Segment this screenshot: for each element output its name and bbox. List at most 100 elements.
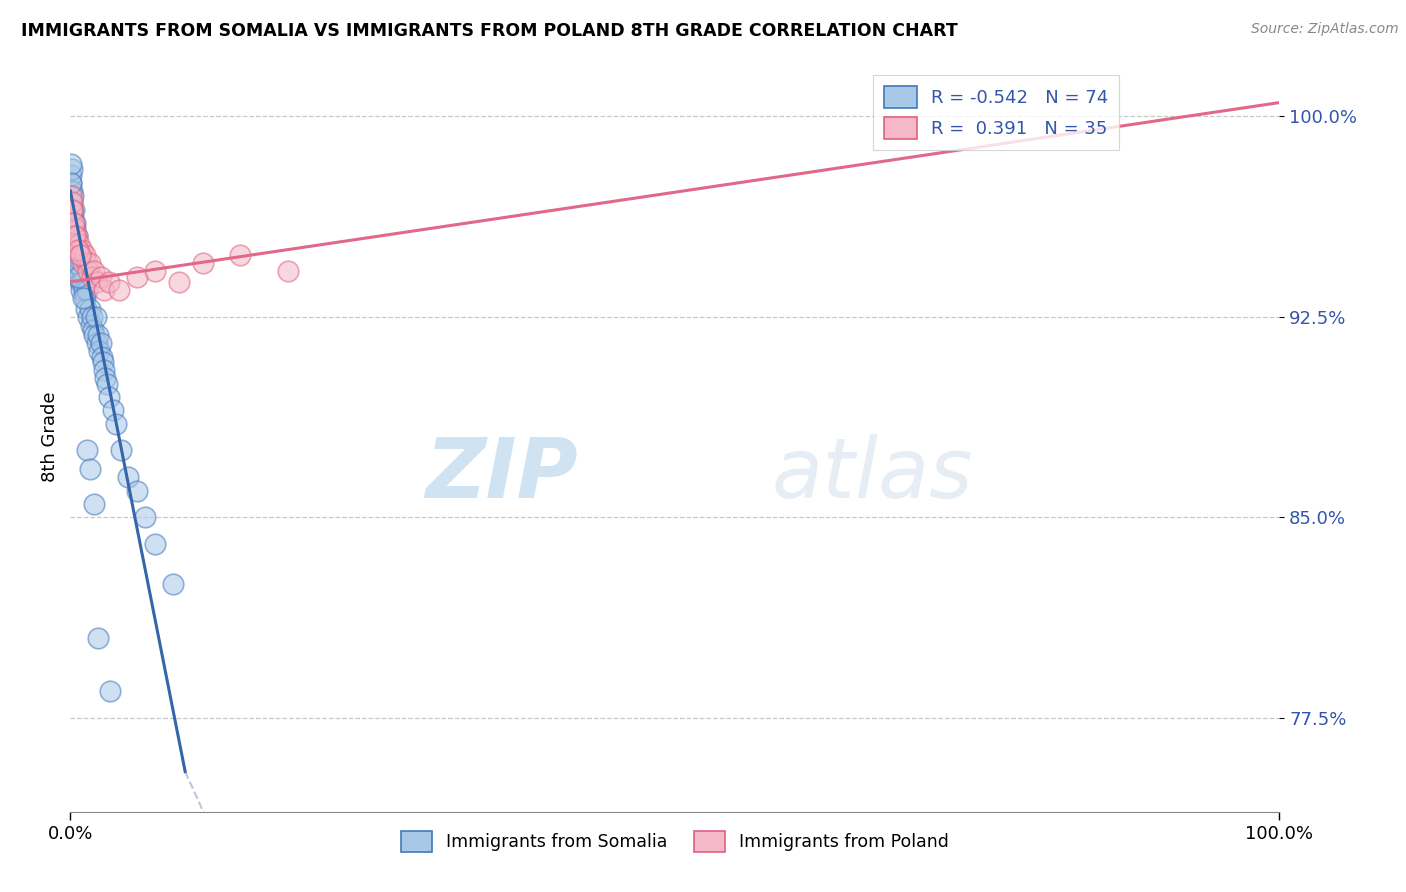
Point: [60, 216, 83, 230]
Point: [134, 510, 156, 524]
Point: [72, 283, 94, 297]
Point: [90, 269, 111, 284]
Point: [62, 189, 84, 203]
Point: [77, 310, 100, 324]
Point: [110, 443, 132, 458]
Point: [72, 291, 94, 305]
Point: [60, 157, 83, 171]
Point: [94, 371, 117, 385]
Point: [93, 283, 115, 297]
Text: IMMIGRANTS FROM SOMALIA VS IMMIGRANTS FROM POLAND 8TH GRADE CORRELATION CHART: IMMIGRANTS FROM SOMALIA VS IMMIGRANTS FR…: [21, 22, 957, 40]
Legend: Immigrants from Somalia, Immigrants from Poland: Immigrants from Somalia, Immigrants from…: [394, 824, 956, 859]
Point: [67, 264, 90, 278]
Point: [76, 256, 98, 270]
Point: [228, 248, 250, 262]
Point: [83, 328, 105, 343]
Point: [67, 248, 90, 262]
Point: [80, 310, 103, 324]
Point: [60, 189, 83, 203]
Point: [66, 264, 89, 278]
Point: [65, 248, 87, 262]
Point: [63, 229, 86, 244]
Point: [66, 248, 89, 262]
Point: [80, 318, 103, 332]
Point: [63, 216, 86, 230]
Point: [70, 283, 93, 297]
Point: [60, 184, 83, 198]
Point: [65, 256, 87, 270]
Point: [60, 176, 83, 190]
Point: [98, 684, 121, 698]
Point: [67, 269, 90, 284]
Point: [62, 221, 84, 235]
Point: [101, 403, 124, 417]
Point: [65, 229, 87, 244]
Point: [167, 275, 190, 289]
Point: [63, 221, 86, 235]
Text: atlas: atlas: [772, 434, 973, 515]
Point: [60, 168, 83, 182]
Point: [107, 283, 129, 297]
Point: [79, 462, 101, 476]
Text: Source: ZipAtlas.com: Source: ZipAtlas.com: [1251, 22, 1399, 37]
Point: [76, 283, 98, 297]
Point: [105, 417, 128, 431]
Point: [67, 243, 90, 257]
Point: [65, 229, 87, 244]
Point: [62, 202, 84, 217]
Point: [84, 310, 107, 324]
Point: [117, 470, 139, 484]
Point: [79, 256, 101, 270]
Point: [143, 264, 166, 278]
Point: [70, 243, 93, 257]
Point: [90, 350, 112, 364]
Point: [72, 275, 94, 289]
Point: [72, 256, 94, 270]
Point: [80, 269, 103, 284]
Point: [62, 216, 84, 230]
Point: [125, 269, 148, 284]
Point: [65, 243, 87, 257]
Point: [63, 229, 86, 244]
Point: [79, 301, 101, 316]
Point: [83, 264, 105, 278]
Point: [76, 443, 98, 458]
Point: [82, 323, 104, 337]
Point: [86, 275, 108, 289]
Point: [66, 229, 89, 244]
Point: [63, 237, 86, 252]
Point: [162, 577, 184, 591]
Point: [62, 216, 84, 230]
Point: [91, 355, 114, 369]
Point: [93, 363, 115, 377]
Point: [86, 336, 108, 351]
Point: [90, 336, 111, 351]
Point: [75, 301, 97, 316]
Point: [87, 328, 110, 343]
Point: [69, 256, 91, 270]
Point: [125, 483, 148, 498]
Point: [73, 291, 96, 305]
Point: [89, 344, 111, 359]
Point: [67, 237, 90, 252]
Point: [59, 176, 82, 190]
Point: [98, 390, 121, 404]
Point: [62, 194, 84, 209]
Point: [60, 194, 83, 209]
Point: [66, 256, 89, 270]
Point: [63, 229, 86, 244]
Point: [66, 243, 89, 257]
Point: [277, 264, 299, 278]
Point: [62, 229, 84, 244]
Point: [69, 248, 91, 262]
Point: [69, 275, 91, 289]
Point: [65, 237, 87, 252]
Point: [98, 275, 121, 289]
Point: [73, 248, 96, 262]
Text: ZIP: ZIP: [426, 434, 578, 515]
Point: [65, 256, 87, 270]
Point: [96, 376, 118, 391]
Point: [69, 248, 91, 262]
Point: [60, 162, 83, 177]
Point: [70, 264, 93, 278]
